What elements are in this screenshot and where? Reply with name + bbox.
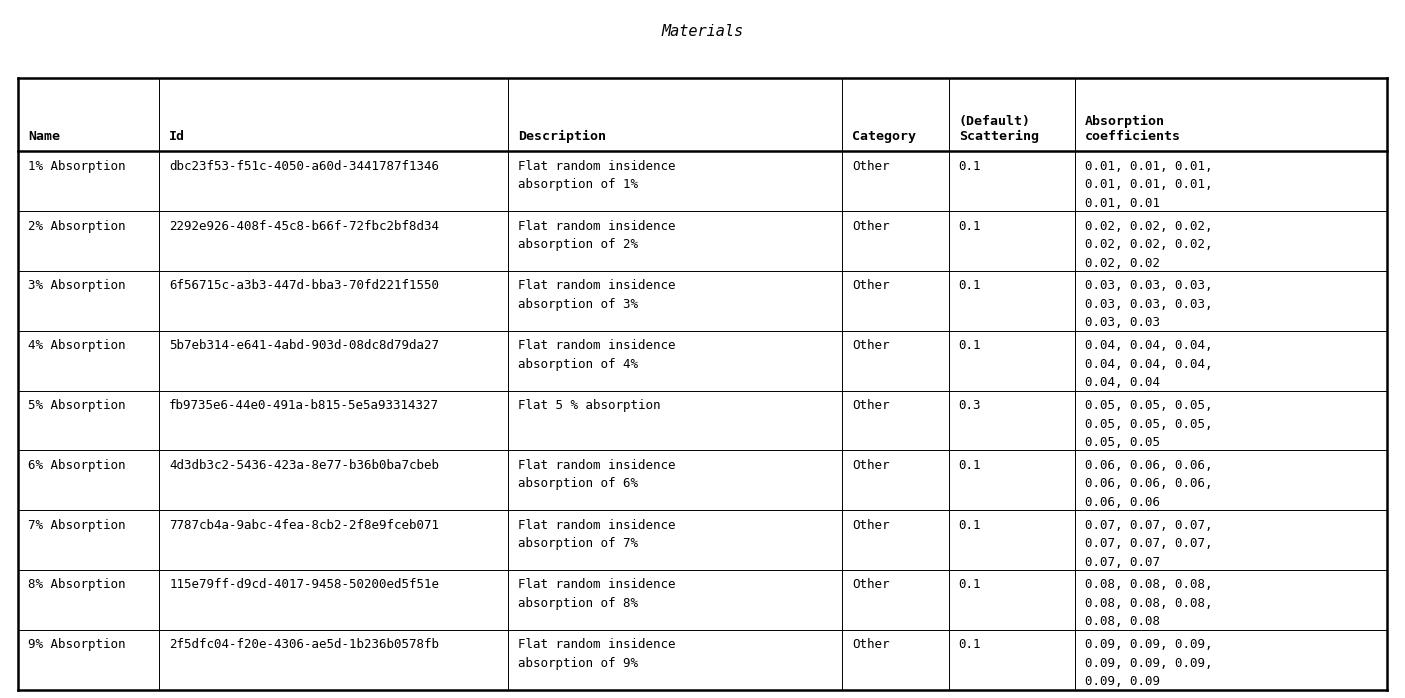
Text: Flat random insidence
absorption of 8%: Flat random insidence absorption of 8% <box>518 579 676 610</box>
Text: 1% Absorption: 1% Absorption <box>28 160 125 173</box>
Text: Id: Id <box>169 130 185 143</box>
Text: 0.07, 0.07, 0.07,
0.07, 0.07, 0.07,
0.07, 0.07: 0.07, 0.07, 0.07, 0.07, 0.07, 0.07, 0.07… <box>1085 519 1213 569</box>
Text: 5b7eb314-e641-4abd-903d-08dc8d79da27: 5b7eb314-e641-4abd-903d-08dc8d79da27 <box>169 339 440 352</box>
Text: 0.1: 0.1 <box>958 579 981 591</box>
Text: 2292e926-408f-45c8-b66f-72fbc2bf8d34: 2292e926-408f-45c8-b66f-72fbc2bf8d34 <box>169 220 440 232</box>
Text: fb9735e6-44e0-491a-b815-5e5a93314327: fb9735e6-44e0-491a-b815-5e5a93314327 <box>169 399 440 412</box>
Text: 0.04, 0.04, 0.04,
0.04, 0.04, 0.04,
0.04, 0.04: 0.04, 0.04, 0.04, 0.04, 0.04, 0.04, 0.04… <box>1085 339 1213 389</box>
Text: 6% Absorption: 6% Absorption <box>28 459 125 472</box>
Text: 115e79ff-d9cd-4017-9458-50200ed5f51e: 115e79ff-d9cd-4017-9458-50200ed5f51e <box>169 579 440 591</box>
Text: 2% Absorption: 2% Absorption <box>28 220 125 232</box>
Text: 7787cb4a-9abc-4fea-8cb2-2f8e9fceb071: 7787cb4a-9abc-4fea-8cb2-2f8e9fceb071 <box>169 519 440 532</box>
Text: Other: Other <box>851 160 889 173</box>
Text: 0.01, 0.01, 0.01,
0.01, 0.01, 0.01,
0.01, 0.01: 0.01, 0.01, 0.01, 0.01, 0.01, 0.01, 0.01… <box>1085 160 1213 210</box>
Text: 0.03, 0.03, 0.03,
0.03, 0.03, 0.03,
0.03, 0.03: 0.03, 0.03, 0.03, 0.03, 0.03, 0.03, 0.03… <box>1085 279 1213 329</box>
Text: Flat random insidence
absorption of 2%: Flat random insidence absorption of 2% <box>518 220 676 251</box>
Text: 0.1: 0.1 <box>958 279 981 292</box>
Text: 0.1: 0.1 <box>958 519 981 532</box>
Text: 0.1: 0.1 <box>958 220 981 232</box>
Text: Flat random insidence
absorption of 4%: Flat random insidence absorption of 4% <box>518 339 676 371</box>
Text: Flat random insidence
absorption of 3%: Flat random insidence absorption of 3% <box>518 279 676 311</box>
Text: Other: Other <box>851 638 889 651</box>
Text: 2f5dfc04-f20e-4306-ae5d-1b236b0578fb: 2f5dfc04-f20e-4306-ae5d-1b236b0578fb <box>169 638 440 651</box>
Text: Flat random insidence
absorption of 1%: Flat random insidence absorption of 1% <box>518 160 676 191</box>
Text: Other: Other <box>851 459 889 472</box>
Text: Other: Other <box>851 339 889 352</box>
Text: Flat random insidence
absorption of 6%: Flat random insidence absorption of 6% <box>518 459 676 490</box>
Text: 7% Absorption: 7% Absorption <box>28 519 125 532</box>
Text: Flat 5 % absorption: Flat 5 % absorption <box>518 399 660 412</box>
Text: 0.05, 0.05, 0.05,
0.05, 0.05, 0.05,
0.05, 0.05: 0.05, 0.05, 0.05, 0.05, 0.05, 0.05, 0.05… <box>1085 399 1213 449</box>
Text: Flat random insidence
absorption of 7%: Flat random insidence absorption of 7% <box>518 519 676 550</box>
Text: 0.1: 0.1 <box>958 160 981 173</box>
Text: 5% Absorption: 5% Absorption <box>28 399 125 412</box>
Text: 6f56715c-a3b3-447d-bba3-70fd221f1550: 6f56715c-a3b3-447d-bba3-70fd221f1550 <box>169 279 440 292</box>
Text: 0.09, 0.09, 0.09,
0.09, 0.09, 0.09,
0.09, 0.09: 0.09, 0.09, 0.09, 0.09, 0.09, 0.09, 0.09… <box>1085 638 1213 688</box>
Text: 0.1: 0.1 <box>958 638 981 651</box>
Text: Other: Other <box>851 519 889 532</box>
Text: 4% Absorption: 4% Absorption <box>28 339 125 352</box>
Text: Absorption
coefficients: Absorption coefficients <box>1085 115 1180 143</box>
Text: Description: Description <box>518 130 606 143</box>
Text: Other: Other <box>851 579 889 591</box>
Text: 0.1: 0.1 <box>958 459 981 472</box>
Text: 0.08, 0.08, 0.08,
0.08, 0.08, 0.08,
0.08, 0.08: 0.08, 0.08, 0.08, 0.08, 0.08, 0.08, 0.08… <box>1085 579 1213 628</box>
Text: dbc23f53-f51c-4050-a60d-3441787f1346: dbc23f53-f51c-4050-a60d-3441787f1346 <box>169 160 440 173</box>
Text: Other: Other <box>851 399 889 412</box>
Text: Flat random insidence
absorption of 9%: Flat random insidence absorption of 9% <box>518 638 676 669</box>
Text: Materials: Materials <box>662 24 743 39</box>
Text: Category: Category <box>851 130 916 143</box>
Text: 0.02, 0.02, 0.02,
0.02, 0.02, 0.02,
0.02, 0.02: 0.02, 0.02, 0.02, 0.02, 0.02, 0.02, 0.02… <box>1085 220 1213 269</box>
Text: 0.1: 0.1 <box>958 339 981 352</box>
Text: 0.06, 0.06, 0.06,
0.06, 0.06, 0.06,
0.06, 0.06: 0.06, 0.06, 0.06, 0.06, 0.06, 0.06, 0.06… <box>1085 459 1213 509</box>
Text: 9% Absorption: 9% Absorption <box>28 638 125 651</box>
Text: 8% Absorption: 8% Absorption <box>28 579 125 591</box>
Text: Other: Other <box>851 279 889 292</box>
Text: 4d3db3c2-5436-423a-8e77-b36b0ba7cbeb: 4d3db3c2-5436-423a-8e77-b36b0ba7cbeb <box>169 459 440 472</box>
Text: 0.3: 0.3 <box>958 399 981 412</box>
Text: (Default)
Scattering: (Default) Scattering <box>958 115 1038 143</box>
Text: Other: Other <box>851 220 889 232</box>
Bar <box>18 78 1387 690</box>
Text: Name: Name <box>28 130 60 143</box>
Text: 3% Absorption: 3% Absorption <box>28 279 125 292</box>
